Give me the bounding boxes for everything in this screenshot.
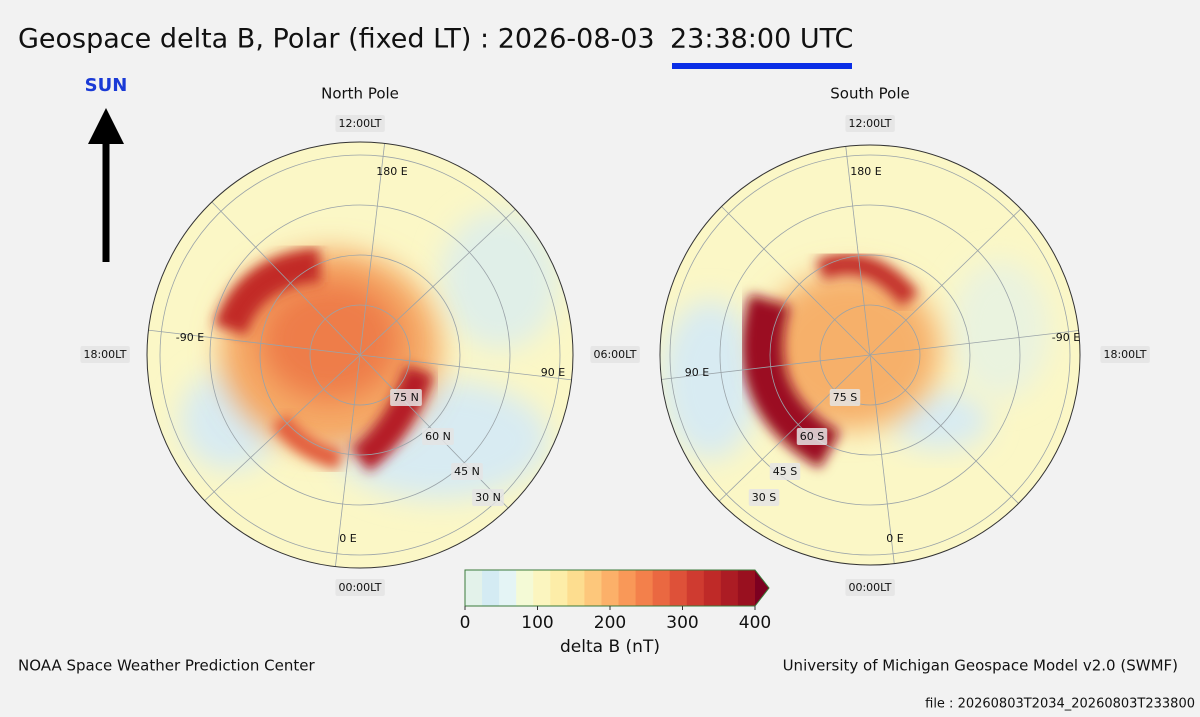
longitude-label: 0 E: [339, 532, 356, 545]
colorbar-segment: [669, 570, 688, 606]
latitude-label: 30 N: [472, 489, 504, 506]
latitude-label: 75 N: [390, 389, 422, 406]
north-map: [147, 142, 573, 568]
colorbar-segment: [482, 570, 500, 606]
latitude-label-box: [422, 428, 454, 445]
colorbar-segment: [737, 570, 756, 606]
local-time-label: 12:00LT: [335, 115, 385, 132]
longitude-label: 0 E: [886, 532, 903, 545]
local-time-label: 00:00LT: [845, 579, 895, 596]
longitude-label: 90 E: [541, 366, 565, 379]
latitude-label-box: [796, 428, 828, 445]
local-time-label: 06:00LT: [590, 346, 640, 363]
colorbar-segment: [635, 570, 654, 606]
local-time-label-text: 12:00LT: [338, 117, 381, 130]
latitude-label-box: [472, 489, 504, 506]
sun-label: SUN: [85, 75, 128, 96]
latitude-label-box: [748, 489, 780, 506]
colorbar-label: delta B (nT): [560, 637, 660, 657]
colorbar-segment: [516, 570, 534, 606]
local-time-label: 18:00LT: [1100, 346, 1150, 363]
local-time-label-text: 00:00LT: [338, 581, 381, 594]
latitude-label-box: [769, 463, 801, 480]
longitude-label: 180 E: [376, 165, 407, 178]
local-time-label-text: 12:00LT: [848, 117, 891, 130]
footer-right: University of Michigan Geospace Model v2…: [783, 657, 1178, 675]
latitude-label: 60 S: [796, 428, 828, 445]
longitude-label: -90 E: [176, 331, 204, 344]
latitude-label-text: 75 S: [833, 391, 857, 404]
colorbar-segment: [533, 570, 551, 606]
local-time-label-box: [590, 346, 640, 363]
latitude-label-text: 60 S: [800, 430, 824, 443]
title: Geospace delta B, Polar (fixed LT) : 202…: [18, 24, 655, 55]
colorbar-segment: [584, 570, 602, 606]
sun-arrowhead: [88, 108, 124, 144]
colorbar-outline: [464, 569, 770, 607]
latitude-label: 30 S: [748, 489, 780, 506]
footer-left: NOAA Space Weather Prediction Center: [18, 657, 315, 675]
time-underline: [672, 63, 852, 69]
title-time: 23:38:00 UTC: [670, 24, 853, 55]
colorbar-segment: [550, 570, 568, 606]
colorbar-segment: [499, 570, 517, 606]
local-time-label: 18:00LT: [80, 346, 130, 363]
longitude-label: -90 E: [1052, 331, 1080, 344]
local-time-label-text: 18:00LT: [1103, 348, 1146, 361]
colorbar-segment: [465, 570, 483, 606]
colorbar-segment: [652, 570, 671, 606]
longitude-label: 180 E: [850, 165, 881, 178]
local-time-label-text: 06:00LT: [593, 348, 636, 361]
latitude-label-text: 45 N: [454, 465, 480, 478]
latitude-label-box: [829, 389, 861, 406]
colorbar-segment: [567, 570, 585, 606]
colorbar-tick-label: 400: [739, 613, 771, 633]
colorbar-segment: [686, 570, 705, 606]
north-boundary: [146, 141, 574, 569]
colorbar-segment: [703, 570, 722, 606]
local-time-label-text: 00:00LT: [848, 581, 891, 594]
latitude-label: 75 S: [829, 389, 861, 406]
south-map: [660, 145, 1080, 565]
latitude-label-text: 30 S: [752, 491, 776, 504]
local-time-label-box: [845, 115, 895, 132]
file-name: file : 20260803T2034_20260803T233800: [925, 697, 1195, 712]
local-time-label: 12:00LT: [845, 115, 895, 132]
local-time-label-box: [1100, 346, 1150, 363]
local-time-label-box: [845, 579, 895, 596]
latitude-label-text: 30 N: [475, 491, 501, 504]
local-time-label-box: [335, 579, 385, 596]
latitude-label: 45 N: [451, 463, 483, 480]
north-title: North Pole: [321, 85, 399, 103]
local-time-label-box: [335, 115, 385, 132]
latitude-label-box: [451, 463, 483, 480]
latitude-label: 45 S: [769, 463, 801, 480]
colorbar-tick-label: 300: [666, 613, 698, 633]
local-time-label-text: 18:00LT: [83, 348, 126, 361]
latitude-label-text: 60 N: [425, 430, 451, 443]
colorbar-segment: [618, 570, 637, 606]
south-boundary: [659, 144, 1081, 566]
colorbar-tick-label: 0: [460, 613, 471, 633]
colorbar: 0 100 200 300 400 delta B (nT): [460, 569, 771, 657]
colorbar-tick-label: 200: [594, 613, 626, 633]
map-labels: North Pole 12:00LT 18:00LT 06:00LT 00:00LT 18…: [80, 85, 1150, 596]
colorbar-segment: [720, 570, 739, 606]
south-title: South Pole: [830, 85, 909, 103]
colorbar-tick-label: 100: [521, 613, 553, 633]
latitude-label-text: 45 S: [773, 465, 797, 478]
colorbar-extend: [755, 570, 769, 606]
local-time-label-box: [80, 346, 130, 363]
latitude-label-box: [390, 389, 422, 406]
latitude-label: 60 N: [422, 428, 454, 445]
colorbar-segment: [601, 570, 620, 606]
longitude-label: 90 E: [685, 366, 709, 379]
local-time-label: 00:00LT: [335, 579, 385, 596]
latitude-label-text: 75 N: [393, 391, 419, 404]
